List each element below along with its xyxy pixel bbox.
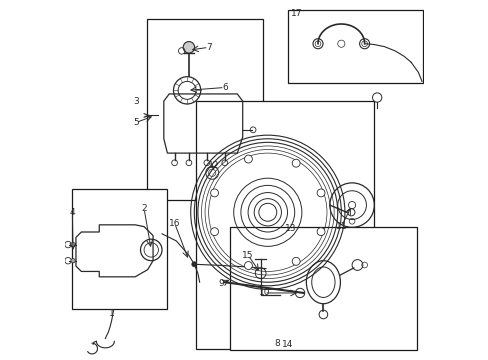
- Circle shape: [71, 258, 75, 263]
- Text: 8: 8: [273, 339, 279, 348]
- Circle shape: [183, 41, 194, 53]
- Text: 3: 3: [133, 96, 139, 105]
- Text: 2: 2: [141, 204, 146, 213]
- Bar: [72, 189, 167, 309]
- Circle shape: [71, 242, 75, 247]
- Circle shape: [191, 262, 196, 267]
- Text: 9: 9: [218, 279, 224, 288]
- Circle shape: [210, 228, 218, 235]
- Circle shape: [210, 189, 218, 197]
- Text: 6: 6: [222, 83, 227, 92]
- Circle shape: [244, 262, 252, 270]
- Text: 15: 15: [242, 251, 253, 260]
- Text: 4: 4: [69, 208, 75, 217]
- Text: 16: 16: [168, 219, 180, 228]
- Text: 12: 12: [208, 161, 219, 170]
- Circle shape: [292, 257, 300, 265]
- Circle shape: [244, 155, 252, 163]
- Text: 10: 10: [258, 288, 269, 297]
- Text: 1: 1: [109, 309, 115, 318]
- Bar: [230, 226, 416, 350]
- Circle shape: [316, 189, 325, 197]
- Text: 17: 17: [290, 9, 302, 18]
- Text: 5: 5: [133, 118, 139, 127]
- Circle shape: [292, 159, 300, 167]
- Bar: [287, 10, 422, 83]
- Bar: [147, 19, 263, 200]
- Text: 11: 11: [335, 222, 346, 231]
- Circle shape: [316, 228, 325, 235]
- Text: 7: 7: [205, 43, 211, 52]
- Text: 14: 14: [281, 341, 293, 350]
- Text: 13: 13: [285, 224, 296, 233]
- Bar: [196, 101, 373, 348]
